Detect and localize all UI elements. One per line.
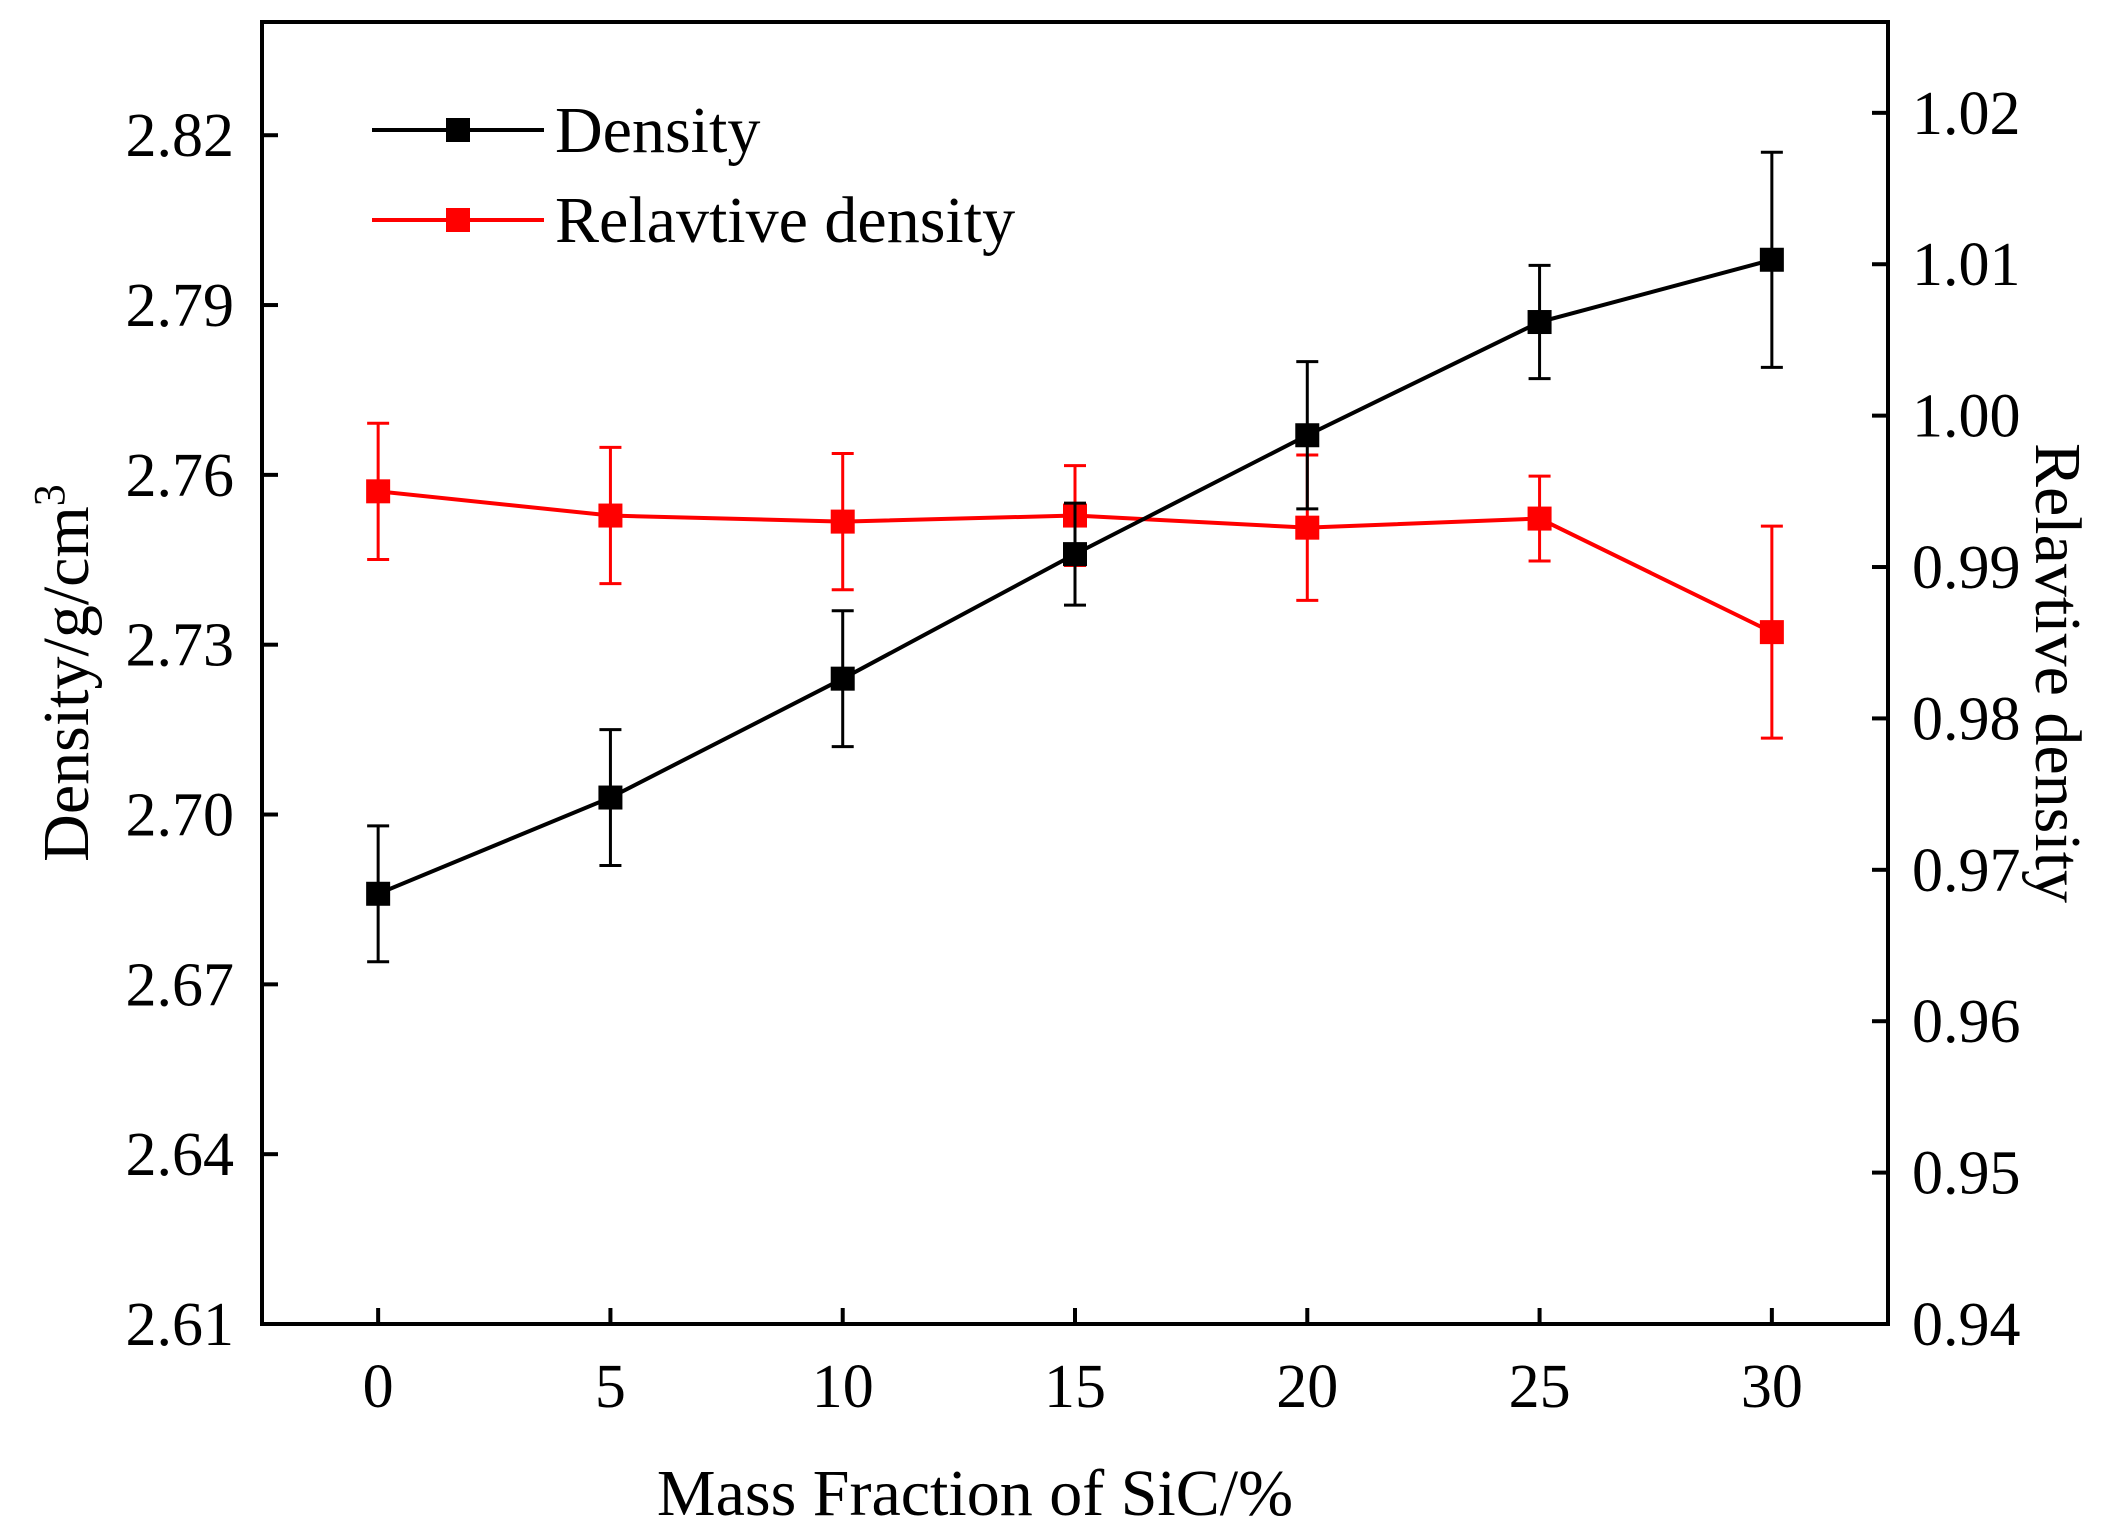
y2-tick-label: 0.96 (1912, 988, 2021, 1056)
data-point-relavtive-density (830, 509, 855, 534)
x-tick-label: 0 (363, 1353, 394, 1421)
data-point-density (1063, 542, 1087, 567)
y-axis-title-superscript: 3 (25, 484, 74, 506)
y2-tick-label: 0.94 (1912, 1291, 2021, 1359)
y2-tick-label: 0.95 (1912, 1140, 2021, 1208)
data-point-density (598, 785, 623, 810)
y-tick-label: 2.70 (126, 782, 235, 850)
data-point-density (366, 881, 391, 906)
y-tick-label: 2.61 (126, 1291, 235, 1359)
y2-tick-label: 0.97 (1912, 837, 2021, 905)
x-tick-label: 10 (812, 1353, 874, 1421)
y-axis-title-main: Density/g/cm (30, 506, 103, 862)
x-axis: 0 5 10 15 20 25 30 (363, 1308, 1803, 1421)
data-point-relavtive-density (366, 479, 391, 504)
y-tick-label: 2.64 (126, 1121, 235, 1189)
data-point-density (1295, 423, 1320, 448)
y-tick-label: 2.76 (126, 442, 235, 510)
y-axis-right: 0.94 0.95 0.96 0.97 0.98 0.99 1.00 1.01 1.02 (1872, 80, 2021, 1359)
data-point-density (1759, 247, 1784, 272)
legend-marker-relative-density (446, 208, 470, 232)
data-point-relavtive-density (598, 503, 623, 528)
series-density (366, 150, 1784, 964)
x-tick-label: 5 (595, 1353, 626, 1421)
y2-tick-label: 0.99 (1912, 534, 2021, 602)
y2-tick-label: 1.00 (1912, 383, 2021, 451)
data-point-relavtive-density (1527, 506, 1552, 531)
y-tick-label: 2.73 (126, 612, 235, 680)
y2-tick-label: 1.01 (1912, 231, 2021, 299)
data-point-relavtive-density (1759, 620, 1784, 645)
x-axis-title: Mass Fraction of SiC/% (657, 1457, 1293, 1530)
y2-axis-title: Relavtive density (2021, 443, 2094, 903)
x-tick-label: 25 (1509, 1353, 1571, 1421)
series-layer (366, 150, 1784, 964)
legend: Density Relavtive density (372, 94, 1015, 257)
y-axis-left: 2.61 2.64 2.67 2.70 2.73 2.76 2.79 2.82 (126, 102, 278, 1359)
x-tick-label: 20 (1276, 1353, 1338, 1421)
legend-label-relative-density: Relavtive density (555, 184, 1015, 257)
y2-tick-label: 1.02 (1912, 80, 2021, 148)
x-tick-label: 15 (1044, 1353, 1106, 1421)
data-point-density (1527, 310, 1552, 335)
plot-frame (260, 20, 1890, 1326)
y-tick-label: 2.82 (126, 102, 235, 170)
data-point-density (830, 666, 855, 691)
x-tick-label: 30 (1741, 1353, 1803, 1421)
y2-tick-label: 0.98 (1912, 685, 2021, 753)
y-tick-label: 2.67 (126, 951, 235, 1019)
data-point-relavtive-density (1295, 515, 1320, 540)
y-tick-label: 2.79 (126, 272, 235, 340)
legend-label-density: Density (555, 94, 760, 167)
legend-marker-density (446, 118, 470, 142)
y-axis-title: Density/g/cm3 (25, 484, 103, 862)
